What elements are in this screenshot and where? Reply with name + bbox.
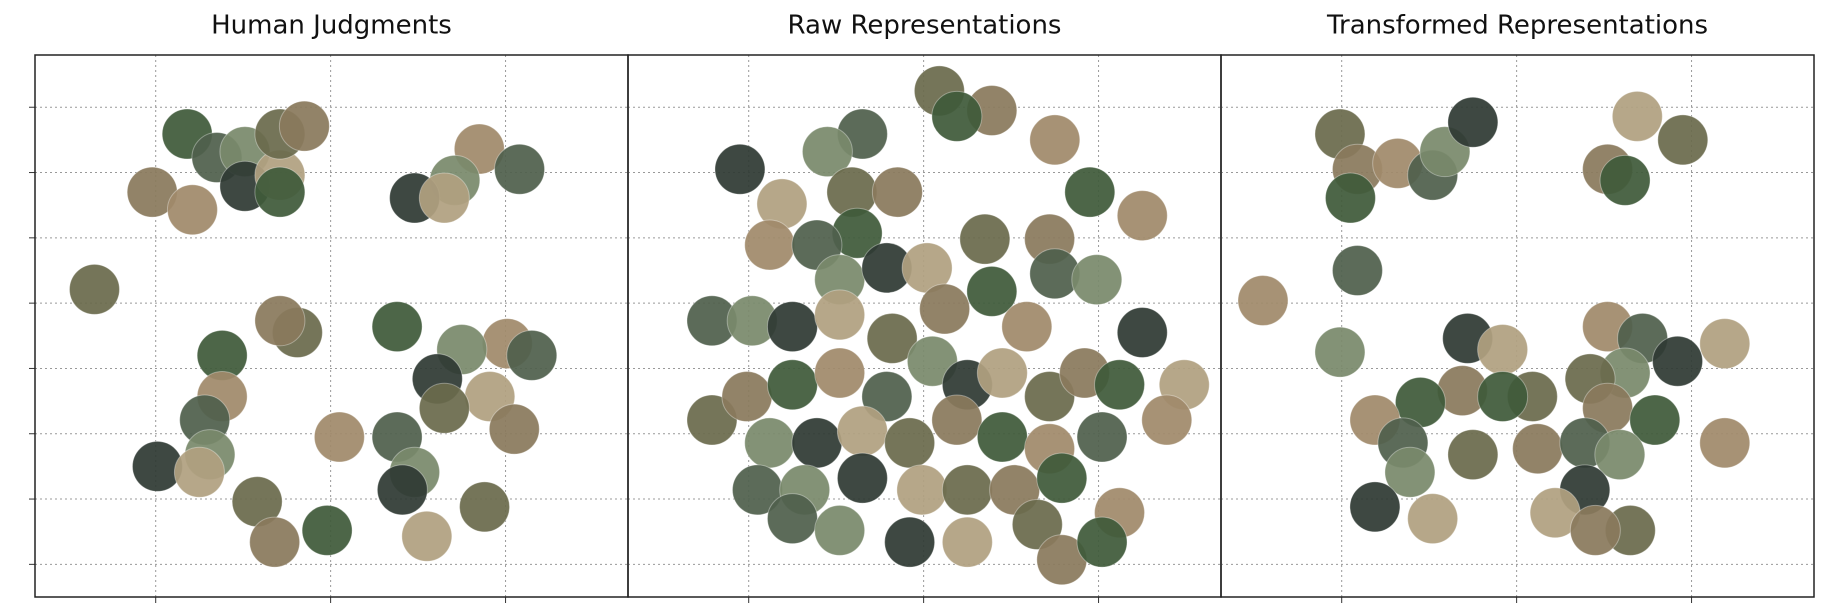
point	[931, 394, 983, 446]
point	[744, 417, 796, 469]
point	[906, 335, 958, 387]
point	[884, 417, 936, 469]
point	[1324, 172, 1376, 224]
point	[1699, 417, 1751, 469]
point	[836, 452, 888, 504]
panel: Transformed Representations	[1220, 11, 1815, 603]
point	[1569, 504, 1621, 556]
panel-title: Transformed Representations	[1326, 11, 1708, 41]
point	[871, 166, 923, 218]
point	[1029, 114, 1081, 166]
point	[1331, 244, 1383, 296]
panel: Human Judgments	[29, 11, 629, 603]
point	[941, 464, 993, 516]
point	[1629, 394, 1681, 446]
point	[1064, 166, 1116, 218]
point	[766, 359, 818, 411]
point	[488, 403, 540, 455]
point	[1611, 90, 1663, 142]
panel-title: Raw Representations	[788, 11, 1062, 41]
point	[1001, 301, 1053, 353]
point	[459, 481, 511, 533]
point	[1141, 394, 1193, 446]
point	[1116, 307, 1168, 359]
point	[714, 143, 766, 195]
point	[1652, 335, 1704, 387]
point	[301, 504, 353, 556]
point	[506, 329, 558, 381]
point	[861, 371, 913, 423]
points	[68, 100, 558, 568]
point	[884, 516, 936, 568]
point	[494, 143, 546, 195]
point	[976, 411, 1028, 463]
point	[1076, 516, 1128, 568]
point	[1477, 324, 1529, 376]
point	[254, 295, 306, 347]
point	[1011, 499, 1063, 551]
point	[1447, 429, 1499, 481]
point	[1477, 371, 1529, 423]
point	[959, 213, 1011, 265]
point	[1237, 275, 1289, 327]
point	[376, 464, 428, 516]
point	[418, 382, 470, 434]
point	[371, 301, 423, 353]
point	[814, 289, 866, 341]
point	[1599, 154, 1651, 206]
point	[1314, 326, 1366, 378]
points	[1237, 90, 1751, 556]
frame	[1220, 54, 1815, 598]
point	[166, 184, 218, 236]
point	[68, 263, 120, 315]
point	[791, 417, 843, 469]
point	[941, 516, 993, 568]
point	[1349, 481, 1401, 533]
point	[976, 347, 1028, 399]
point	[418, 172, 470, 224]
point	[173, 446, 225, 498]
points	[686, 65, 1210, 586]
point	[254, 166, 306, 218]
point	[1594, 429, 1646, 481]
point	[919, 283, 971, 335]
point	[966, 265, 1018, 317]
point	[1447, 96, 1499, 148]
point	[1094, 359, 1146, 411]
point	[766, 493, 818, 545]
point	[866, 312, 918, 364]
panel: Raw Representations	[627, 11, 1222, 603]
point	[1699, 318, 1751, 370]
point	[401, 510, 453, 562]
point	[686, 394, 738, 446]
point	[836, 405, 888, 457]
point	[896, 464, 948, 516]
point	[1657, 114, 1709, 166]
point	[249, 516, 301, 568]
point	[278, 100, 330, 152]
point	[1071, 254, 1123, 306]
point	[1512, 423, 1564, 475]
point	[721, 371, 773, 423]
point	[931, 90, 983, 142]
point	[801, 126, 853, 178]
point	[1024, 371, 1076, 423]
point	[1076, 411, 1128, 463]
point	[766, 301, 818, 353]
point	[1036, 452, 1088, 504]
point	[313, 411, 365, 463]
panel-title: Human Judgments	[211, 11, 452, 41]
point	[744, 219, 796, 271]
point	[1116, 190, 1168, 242]
point	[814, 347, 866, 399]
point	[814, 504, 866, 556]
point	[1407, 493, 1459, 545]
point	[1384, 446, 1436, 498]
